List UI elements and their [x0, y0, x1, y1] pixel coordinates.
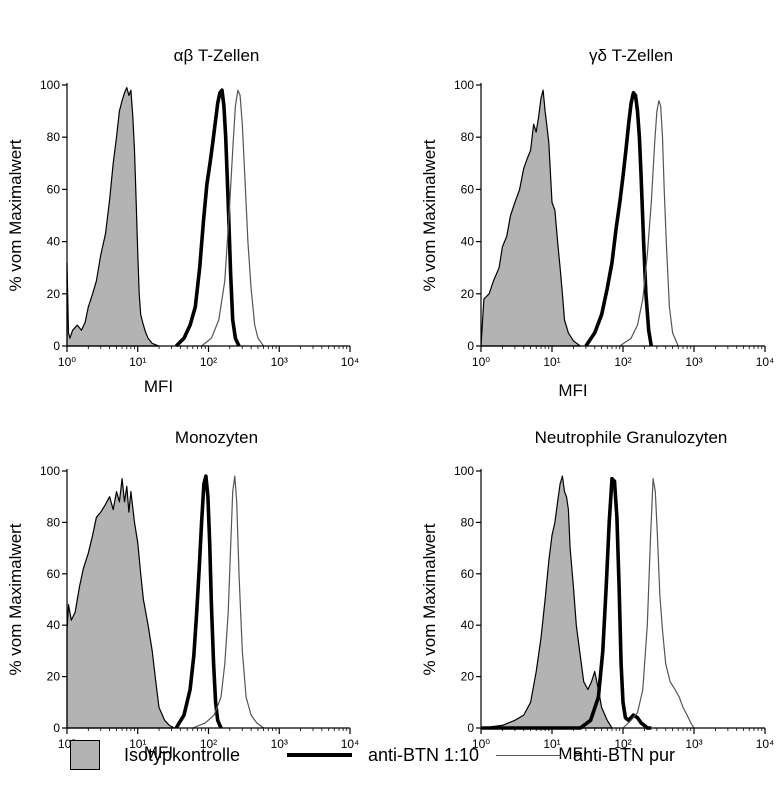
y-tick-label: 60	[461, 567, 475, 581]
x-tick-label: 10³	[271, 355, 288, 369]
x-tick-label: 10¹	[129, 355, 146, 369]
isotype-histogram	[66, 87, 160, 347]
x-tick-label: 10²	[200, 737, 217, 751]
y-tick-label: 80	[47, 130, 61, 144]
y-tick-label: 0	[53, 721, 60, 735]
x-tick-label: 10³	[685, 355, 702, 369]
legend-swatch-anti-btn-pur	[496, 754, 561, 756]
anti-btn-pur-histogram	[619, 100, 679, 347]
x-tick-label: 10⁰	[58, 355, 76, 369]
y-tick-label: 20	[461, 670, 475, 684]
y-tick-label: 80	[47, 515, 61, 529]
isotype-histogram	[480, 475, 613, 729]
histogram-panel-2: γδ T-Zellen 0 20 40 60 80 100 10⁰ 10¹ 10² 10³ 10⁴ MF…	[420, 46, 774, 400]
x-axis-label: MFI	[558, 381, 587, 400]
y-axis-label: % vom Maximalwert	[420, 139, 439, 291]
anti-btn-pur-histogram	[201, 89, 265, 347]
y-tick-label: 60	[461, 182, 475, 196]
legend-label-anti-btn-pur: anti-BTN pur	[573, 744, 676, 765]
y-tick-label: 40	[47, 235, 61, 249]
x-axis-label: MFI	[144, 377, 173, 396]
y-tick-label: 60	[47, 567, 61, 581]
anti-btn-1-10-histogram	[584, 91, 654, 348]
histogram-panel-4: Neutrophile Granulozyten 0 20 40 60 80 100 10⁰ 1…	[420, 428, 774, 763]
anti-btn-pur-histogram	[622, 478, 695, 729]
legend: Isotypkontrolle anti-BTN 1:10 anti-BTN p…	[0, 730, 784, 790]
x-tick-label: 10²	[614, 737, 631, 751]
y-tick-label: 60	[47, 182, 61, 196]
y-tick-label: 20	[461, 287, 475, 301]
x-tick-label: 10²	[200, 355, 217, 369]
x-tick-label: 10³	[271, 737, 288, 751]
x-tick-label: 10⁴	[341, 355, 360, 369]
y-axis-label: % vom Maximalwert	[6, 139, 25, 291]
anti-btn-1-10-histogram	[174, 474, 223, 729]
x-tick-label: 10¹	[543, 355, 560, 369]
y-tick-label: 20	[47, 287, 61, 301]
y-tick-label: 40	[461, 618, 475, 632]
isotype-histogram	[480, 89, 581, 347]
y-tick-label: 0	[467, 721, 474, 735]
legend-swatch-anti-btn-1-10	[287, 753, 352, 757]
anti-btn-pur-histogram	[192, 475, 264, 729]
x-tick-label: 10³	[685, 737, 702, 751]
y-tick-label: 80	[461, 130, 475, 144]
panel-title: γδ T-Zellen	[589, 46, 673, 65]
x-tick-label: 10⁰	[472, 737, 490, 751]
panel-title: Monozyten	[175, 428, 258, 447]
x-tick-label: 10²	[614, 355, 631, 369]
anti-btn-1-10-histogram	[481, 476, 652, 730]
legend-item-anti-btn-1-10: anti-BTN 1:10	[287, 730, 479, 780]
y-tick-label: 100	[40, 464, 60, 478]
x-tick-label: 10¹	[129, 737, 146, 751]
legend-swatch-isotype	[70, 740, 100, 770]
panel-title: Neutrophile Granulozyten	[535, 428, 728, 447]
x-axis-label: MFI	[558, 744, 587, 763]
legend-label-anti-btn-1-10: anti-BTN 1:10	[368, 744, 480, 765]
legend-item-anti-btn-pur: anti-BTN pur	[496, 730, 675, 780]
x-tick-label: 10¹	[543, 737, 560, 751]
x-axis-label: MFI	[144, 743, 173, 762]
y-axis-label: % vom Maximalwert	[6, 523, 25, 675]
histogram-panel-1: αβ T-Zellen 0 20 40 60 80 100 10⁰ 10¹ 10² 10³ 10⁴ MF…	[6, 46, 359, 396]
y-tick-label: 100	[454, 464, 474, 478]
y-tick-label: 0	[53, 339, 60, 353]
y-tick-label: 100	[454, 78, 474, 92]
y-axis-label: % vom Maximalwert	[420, 523, 439, 675]
x-tick-label: 10⁴	[756, 355, 775, 369]
y-tick-label: 0	[467, 339, 474, 353]
y-tick-label: 20	[47, 670, 61, 684]
x-tick-label: 10⁰	[472, 355, 490, 369]
y-tick-label: 80	[461, 515, 475, 529]
legend-label-isotype: Isotypkontrolle	[124, 744, 241, 765]
y-tick-label: 40	[47, 618, 61, 632]
legend-item-isotype: Isotypkontrolle	[70, 730, 240, 780]
isotype-histogram	[66, 478, 175, 729]
x-tick-label: 10⁴	[756, 737, 775, 751]
y-tick-label: 100	[40, 78, 60, 92]
panel-title: αβ T-Zellen	[174, 46, 260, 65]
x-tick-label: 10⁴	[341, 737, 360, 751]
anti-btn-1-10-histogram	[174, 88, 241, 348]
y-tick-label: 40	[461, 235, 475, 249]
